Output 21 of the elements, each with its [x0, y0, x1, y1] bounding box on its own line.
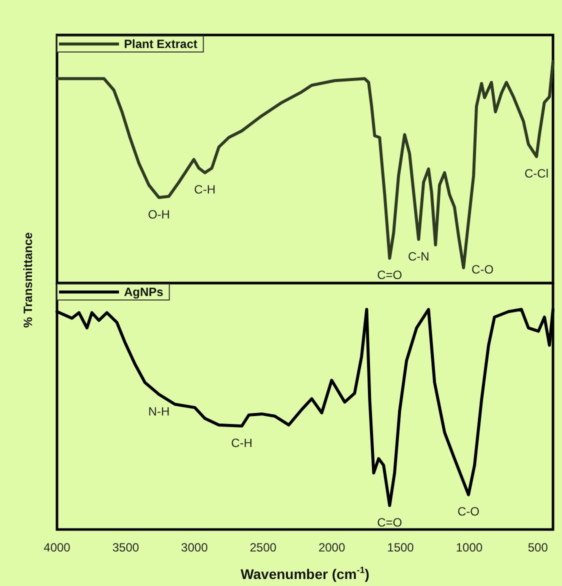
x-tick-label: 500 [528, 540, 548, 554]
x-tick-label: 2500 [250, 540, 277, 554]
x-tick-label: 3500 [112, 540, 140, 554]
x-tick-label: 4000 [44, 540, 71, 554]
annotation: C-O [458, 504, 480, 519]
annotation: C-Cl [524, 166, 549, 181]
annotation: C-H [231, 436, 252, 450]
annotation: C=O [377, 516, 402, 530]
annotation: C=O [377, 268, 402, 282]
x-tick-label: 2000 [318, 540, 346, 554]
x-tick-label: 1000 [456, 540, 483, 554]
x-tick-label: 3000 [181, 540, 208, 554]
legend-label: AgNPs [124, 285, 164, 299]
annotation: N-H [148, 404, 170, 418]
annotation: O-H [148, 208, 170, 222]
annotation: C-N [408, 249, 430, 264]
legend-label: Plant Extract [124, 37, 198, 51]
annotation: C-O [472, 262, 494, 277]
y-axis-title: % Transmittance [21, 232, 35, 328]
x-tick-label: 1500 [387, 540, 414, 554]
annotation: C-H [194, 182, 216, 197]
